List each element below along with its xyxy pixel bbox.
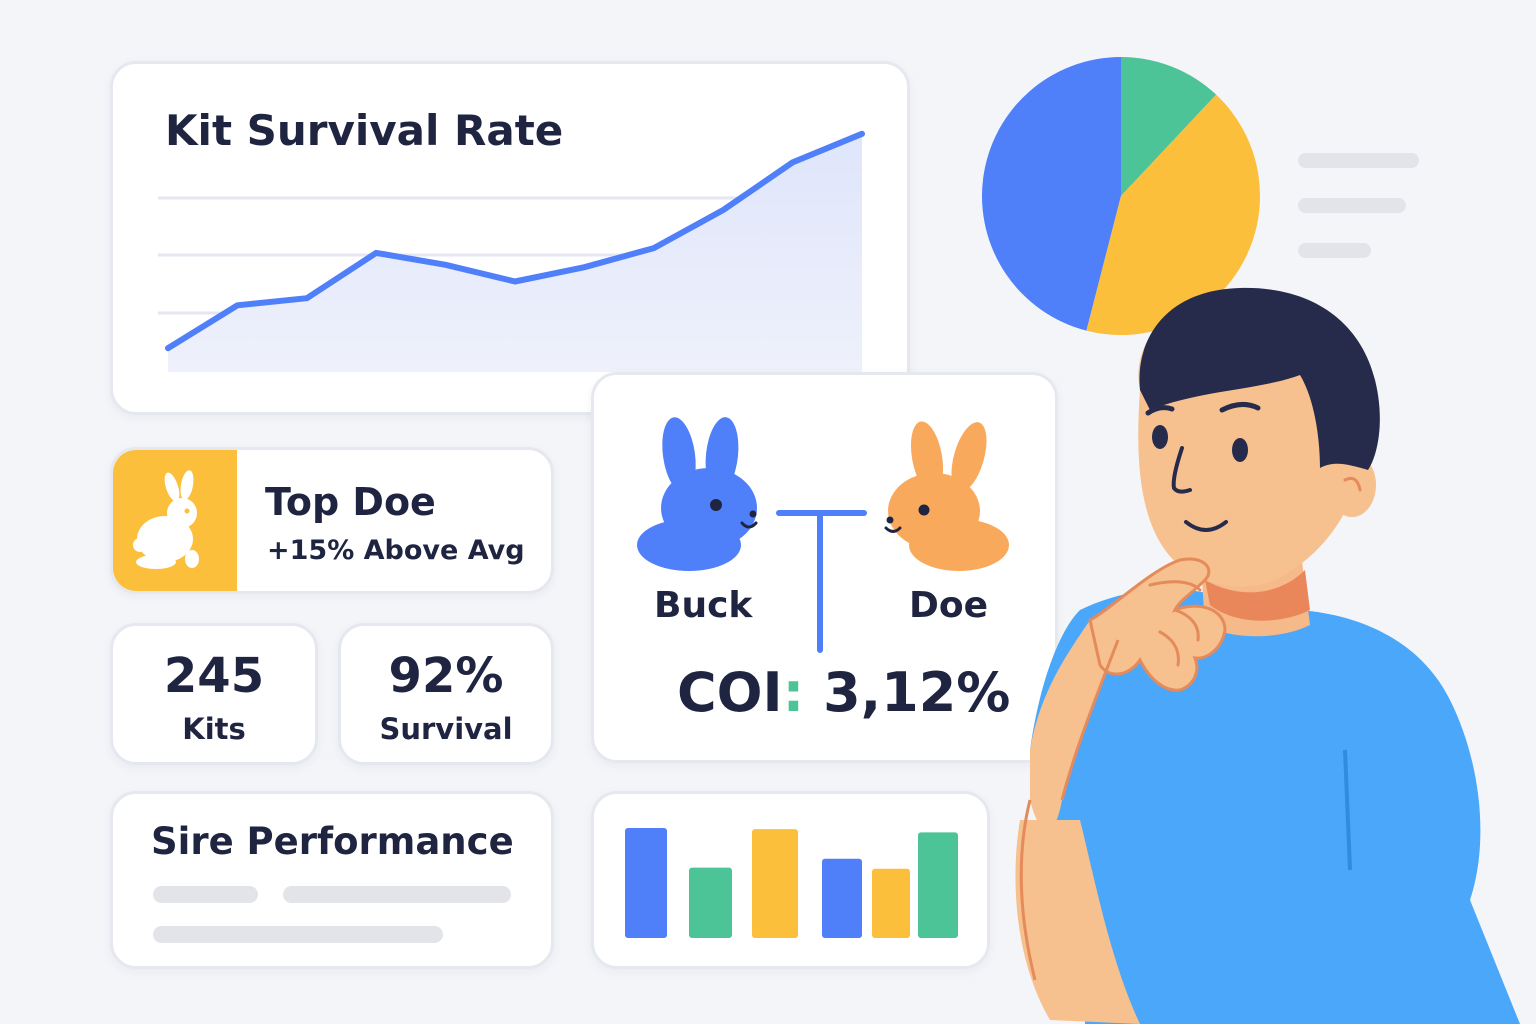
pairing-card[interactable]: Buck Doe COI: 3,12% xyxy=(591,372,1058,763)
skeleton-line xyxy=(1298,198,1406,213)
rabbit-icon xyxy=(133,470,199,569)
survival-chart-title: Kit Survival Rate xyxy=(165,106,564,155)
top-doe-icon-tile xyxy=(113,450,237,591)
area-fill xyxy=(168,133,862,372)
stat-card-survival[interactable]: 92% Survival xyxy=(338,623,554,765)
bar xyxy=(872,868,910,938)
bar xyxy=(689,867,732,938)
pie-chart xyxy=(981,56,1260,336)
doe-label: Doe xyxy=(909,585,989,626)
pie-slice xyxy=(981,56,1121,331)
bar xyxy=(625,828,667,938)
skeleton-line xyxy=(1298,243,1371,258)
buck-rabbit-icon xyxy=(637,417,758,571)
coi-label: COI xyxy=(677,661,783,724)
pairing-connector xyxy=(776,510,867,653)
coi-separator: : xyxy=(782,661,805,724)
bar xyxy=(822,858,862,938)
top-doe-title: Top Doe xyxy=(265,480,436,524)
buck-label: Buck xyxy=(654,585,753,626)
stat-label: Survival xyxy=(379,712,513,746)
survival-line-chart xyxy=(158,130,865,372)
pie-slice xyxy=(1086,94,1260,336)
series-line xyxy=(165,130,865,352)
top-doe-card[interactable]: Top Doe +15% Above Avg xyxy=(110,447,554,594)
stat-label: Kits xyxy=(182,712,246,746)
skeleton-line xyxy=(153,926,443,943)
coi-readout: COI: 3,12% xyxy=(677,661,1010,724)
bar xyxy=(752,829,798,938)
doe-rabbit-icon xyxy=(884,421,1009,571)
top-doe-subtitle: +15% Above Avg xyxy=(267,535,525,566)
sire-performance-card[interactable]: Sire Performance xyxy=(110,791,554,969)
bar xyxy=(918,832,958,938)
skeleton-line xyxy=(283,886,511,903)
skeleton-line xyxy=(1298,153,1419,168)
thinking-person-illustration xyxy=(1015,287,1520,1024)
skeleton-line xyxy=(153,886,258,903)
coi-value: 3,12% xyxy=(823,661,1011,724)
stat-value: 92% xyxy=(388,648,504,704)
bar-chart xyxy=(625,828,958,938)
stat-value: 245 xyxy=(163,648,265,704)
sire-performance-title: Sire Performance xyxy=(151,820,514,863)
stat-card-kits[interactable]: 245 Kits xyxy=(110,623,318,765)
pie-slice xyxy=(1121,57,1217,196)
